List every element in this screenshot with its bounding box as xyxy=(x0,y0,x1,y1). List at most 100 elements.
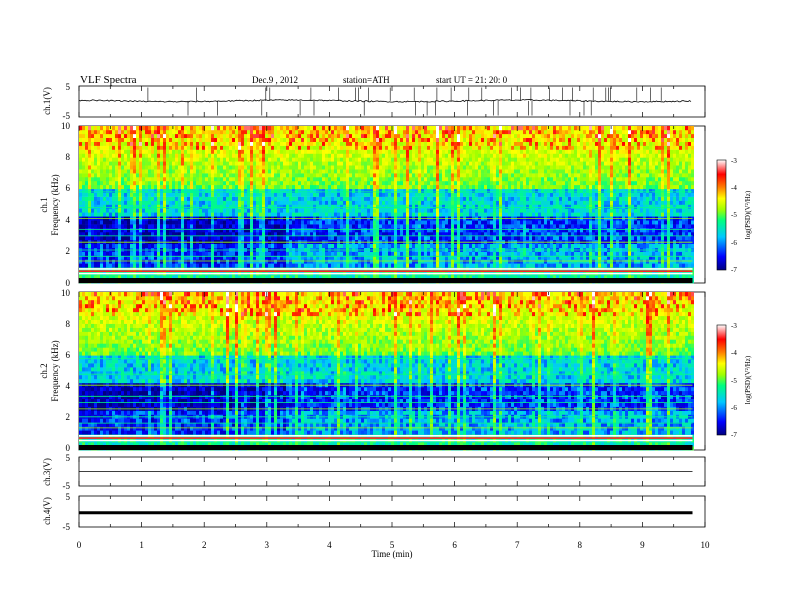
spectrogram-cell xyxy=(412,255,415,260)
spectrogram-cell xyxy=(193,145,196,150)
spectrogram-cell xyxy=(367,196,370,201)
spectrogram-cell xyxy=(118,200,121,205)
spectrogram-cell xyxy=(214,251,217,256)
spectrogram-cell xyxy=(436,200,439,205)
spectrogram-cell xyxy=(409,133,412,138)
spectrogram-cell xyxy=(142,259,145,264)
spectrogram-cell xyxy=(115,180,118,186)
spectrogram-cell xyxy=(91,188,94,193)
spectrogram-cell xyxy=(151,224,154,229)
spectrogram-cell xyxy=(247,275,250,280)
spectrogram-cell xyxy=(157,177,160,182)
spectrogram-cell xyxy=(250,141,253,146)
spectrogram-cell xyxy=(412,177,415,182)
spectrogram-cell xyxy=(241,137,244,142)
spectrogram-cell xyxy=(325,161,328,166)
spectrogram-cell xyxy=(298,232,301,237)
spectrogram-cell xyxy=(370,243,373,248)
spectrogram-cell xyxy=(103,126,106,131)
spectrogram-cell xyxy=(121,141,124,146)
spectrogram-cell xyxy=(364,157,367,162)
spectrogram-cell xyxy=(289,204,292,209)
spectrogram-cell xyxy=(340,149,343,154)
spectrogram-cell xyxy=(112,137,115,142)
spectrogram-cell xyxy=(97,232,100,237)
spectrogram-cell xyxy=(241,129,244,135)
spectrogram-cell xyxy=(157,232,160,237)
spectrogram-cell xyxy=(145,251,148,256)
spectrogram-cell xyxy=(325,192,328,197)
spectrogram-cell xyxy=(286,208,289,213)
spectrogram-cell xyxy=(109,263,112,268)
spectrogram-cell xyxy=(271,149,274,154)
spectrogram-cell xyxy=(346,153,349,158)
spectrogram-cell xyxy=(439,200,442,205)
spectrogram-cell xyxy=(121,259,124,264)
spectrogram-cell xyxy=(415,177,418,182)
spectrogram-cell xyxy=(109,212,112,217)
spectrogram-cell xyxy=(172,204,175,209)
spectrogram-cell xyxy=(355,137,358,142)
spectrogram-cell xyxy=(208,228,211,233)
spectrogram-cell xyxy=(190,180,193,186)
spectrogram-cell xyxy=(115,208,118,213)
spectrogram-cell xyxy=(400,251,403,256)
spectrogram-cell xyxy=(334,161,337,166)
spectrogram-cell xyxy=(442,149,445,154)
spectrogram-cell xyxy=(232,161,235,166)
spectrogram-cell xyxy=(307,243,310,248)
spectrogram-cell xyxy=(82,243,85,248)
spectrogram-cell xyxy=(232,149,235,154)
spectrogram-cell xyxy=(310,153,313,158)
spectrogram-cell xyxy=(277,184,280,190)
spectrogram-cell xyxy=(229,259,232,264)
spectrogram-cell xyxy=(280,208,283,213)
spectrogram-cell xyxy=(406,161,409,166)
spectrogram-cell xyxy=(199,232,202,237)
spectrogram-cell xyxy=(253,188,256,193)
spectrogram-cell xyxy=(322,220,325,225)
spectrogram-cell xyxy=(238,251,241,256)
spectrogram-cell xyxy=(100,212,103,217)
spectrogram-cell xyxy=(145,212,148,217)
spectrogram-cell xyxy=(388,165,391,170)
spectrogram-cell xyxy=(187,196,190,201)
spectrogram-cell xyxy=(208,255,211,260)
spectrogram-cell xyxy=(247,200,250,205)
spectrogram-cell xyxy=(157,208,160,213)
spectrogram-cell xyxy=(136,224,139,229)
spectrogram-cell xyxy=(160,235,163,241)
spectrogram-cell xyxy=(283,220,286,225)
spectrogram-cell xyxy=(211,126,214,131)
spectrogram-cell xyxy=(349,212,352,217)
spectrogram-cell xyxy=(337,169,340,174)
spectrogram-cell xyxy=(112,129,115,135)
spectrogram-cell xyxy=(250,173,253,178)
spectrogram-cell xyxy=(199,243,202,248)
spectrogram-cell xyxy=(295,165,298,170)
spectrogram-cell xyxy=(268,145,271,150)
spectrogram-cell xyxy=(214,153,217,158)
spectrogram-cell xyxy=(145,133,148,138)
spectrogram-cell xyxy=(361,275,364,280)
spectrogram-cell xyxy=(382,235,385,241)
spectrogram-cell xyxy=(151,251,154,256)
spectrogram-cell xyxy=(304,243,307,248)
spectrogram-cell xyxy=(283,165,286,170)
spectrogram-cell xyxy=(262,180,265,186)
spectrogram-cell xyxy=(94,204,97,209)
spectrogram-cell xyxy=(79,204,82,209)
spectrogram-cell xyxy=(88,188,91,193)
spectrogram-cell xyxy=(175,129,178,135)
spectrogram-cell xyxy=(202,133,205,138)
spectrogram-cell xyxy=(310,251,313,256)
spectrogram-cell xyxy=(352,228,355,233)
spectrogram-cell xyxy=(331,126,334,131)
spectrogram-cell xyxy=(433,184,436,190)
spectrogram-cell xyxy=(136,173,139,178)
spectrogram-cell xyxy=(262,224,265,229)
spectrogram-cell xyxy=(373,184,376,190)
spectrogram-cell xyxy=(181,157,184,162)
spectrogram-cell xyxy=(178,180,181,186)
spectrogram-cell xyxy=(379,196,382,201)
